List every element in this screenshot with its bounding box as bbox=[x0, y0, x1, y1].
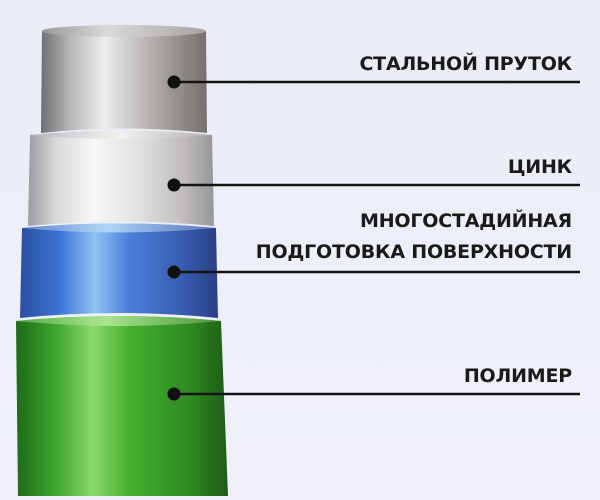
layer-label-zinc-line-1: ЦИНК bbox=[507, 156, 572, 178]
layer-label-steel: СТАЛЬНОЙ ПРУТОК bbox=[359, 49, 572, 80]
surface-prep-layer bbox=[20, 223, 218, 318]
layer-label-surface-prep-line-2: ПОДГОТОВКА ПОВЕРХНОСТИ bbox=[255, 241, 572, 263]
steel-rod-layer bbox=[41, 25, 207, 133]
layer-label-polymer: ПОЛИМЕР bbox=[464, 361, 572, 392]
layer-label-polymer-line-1: ПОЛИМЕР bbox=[463, 365, 572, 387]
layer-label-steel-line-1: СТАЛЬНОЙ ПРУТОК bbox=[359, 53, 572, 75]
leader-dot-zinc bbox=[167, 178, 181, 192]
leader-lines bbox=[167, 75, 580, 401]
leader-dot-surface-prep bbox=[167, 265, 181, 279]
zinc-layer bbox=[28, 130, 214, 226]
leader-dot-steel bbox=[167, 75, 181, 89]
leader-dot-polymer bbox=[167, 387, 181, 401]
polymer-layer bbox=[16, 316, 228, 496]
layer-label-surface-prep: МНОГОСТАДИЙНАЯ ПОДГОТОВКА ПОВЕРХНОСТИ bbox=[256, 206, 572, 268]
layer-label-surface-prep-line-1: МНОГОСТАДИЙНАЯ bbox=[360, 210, 572, 232]
layer-label-zinc: ЦИНК bbox=[508, 152, 572, 183]
